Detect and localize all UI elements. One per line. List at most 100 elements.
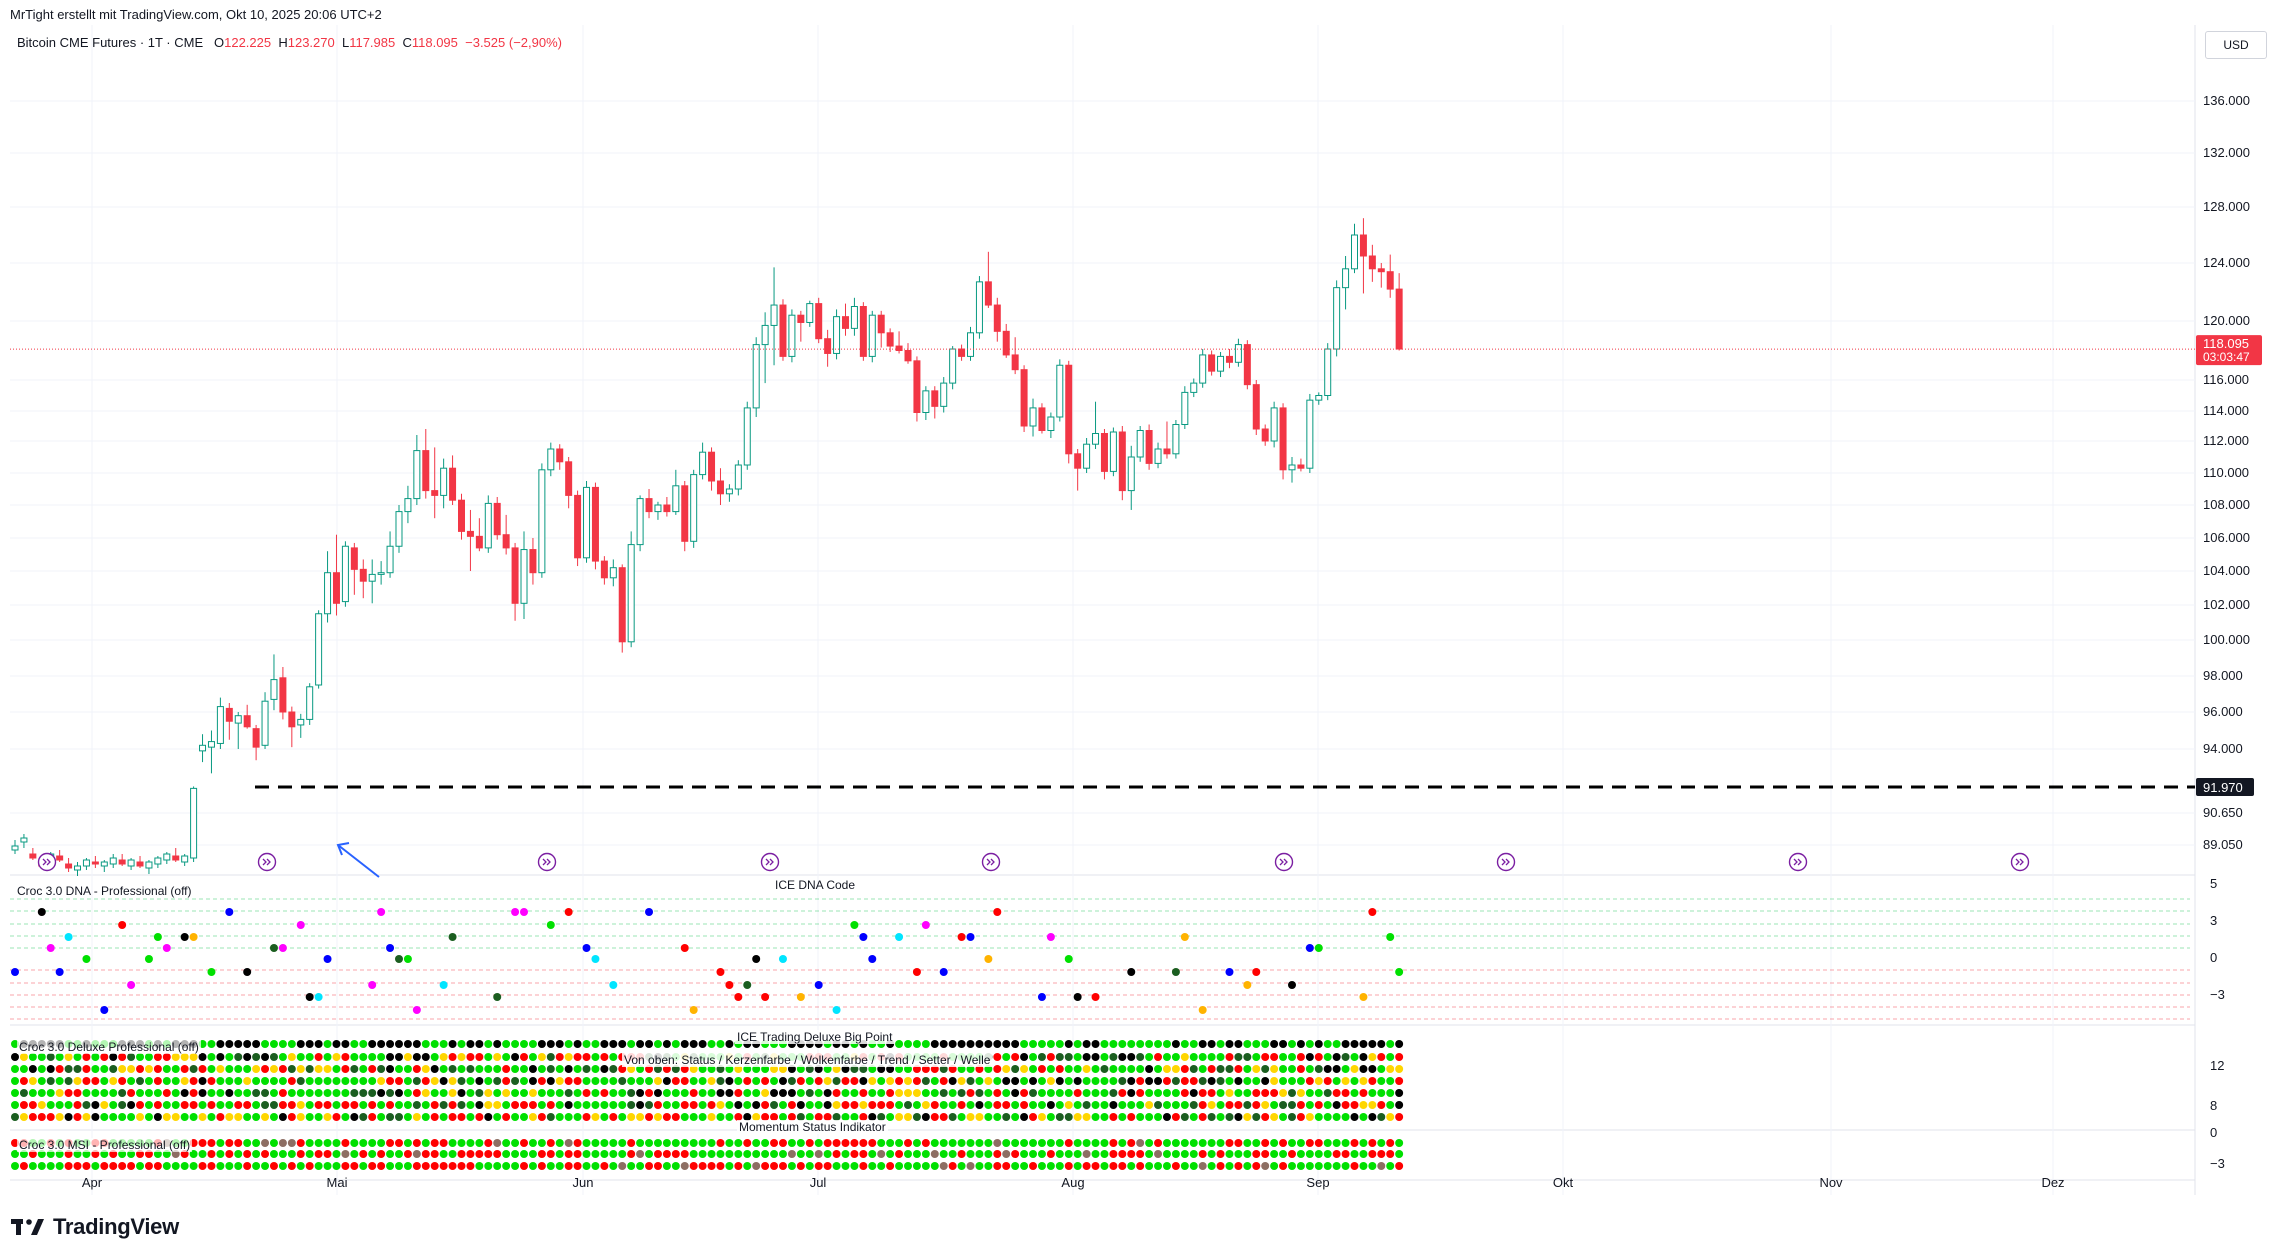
- dna-dot: [314, 993, 323, 1001]
- big-point-dot: [341, 1053, 350, 1061]
- big-point-dot: [1011, 1113, 1020, 1121]
- dna-dot: [305, 993, 314, 1001]
- big-point-dot: [761, 1077, 770, 1085]
- big-point-dot: [1368, 1101, 1377, 1109]
- big-point-dot: [11, 1053, 19, 1061]
- big-point-dot: [1279, 1040, 1288, 1048]
- msi-dot: [984, 1139, 993, 1147]
- tradingview-logo[interactable]: TradingView: [11, 1214, 179, 1240]
- msi-dot: [734, 1139, 743, 1147]
- big-point-dot: [662, 1065, 671, 1073]
- big-point-dot: [55, 1101, 64, 1109]
- big-point-dot: [448, 1113, 457, 1121]
- msi-dot: [1180, 1139, 1189, 1147]
- big-point-dot: [904, 1077, 912, 1085]
- dna-dot: [1198, 1006, 1207, 1014]
- candle: [252, 724, 260, 761]
- big-point-dot: [1332, 1113, 1341, 1121]
- candle: [270, 654, 278, 711]
- big-point-dot: [269, 1040, 278, 1048]
- big-point-dot: [1359, 1040, 1368, 1048]
- big-point-dot: [1332, 1053, 1341, 1061]
- big-point-dot: [55, 1053, 64, 1061]
- big-point-dot: [144, 1101, 153, 1109]
- big-point-dot: [198, 1053, 207, 1061]
- big-point-dot: [1296, 1077, 1305, 1085]
- big-point-dot: [546, 1053, 555, 1061]
- session-marker-icon: [981, 852, 1001, 872]
- session-marker-glyph: [262, 858, 271, 866]
- candle: [716, 468, 724, 505]
- msi-dot: [814, 1139, 823, 1147]
- candle: [1243, 340, 1251, 390]
- big-point-dot: [1216, 1053, 1225, 1061]
- currency-button[interactable]: USD: [2205, 31, 2267, 59]
- big-point-dot: [1279, 1053, 1288, 1061]
- session-marker-ring: [1496, 852, 1516, 872]
- candle: [1145, 424, 1153, 470]
- support-level-value: 91.970: [2203, 780, 2243, 795]
- big-point-dot: [1287, 1089, 1296, 1097]
- session-marker-ring: [981, 852, 1001, 872]
- big-point-dot: [1287, 1077, 1296, 1085]
- big-point-dot: [305, 1101, 314, 1109]
- candle: [127, 858, 135, 870]
- msi-dot: [528, 1139, 537, 1147]
- msi-dot: [814, 1150, 823, 1158]
- big-point-dot: [868, 1077, 877, 1085]
- candle-body: [413, 450, 421, 500]
- msi-dot: [841, 1139, 850, 1147]
- candle: [324, 551, 332, 623]
- big-point-dot: [350, 1089, 359, 1097]
- big-point-dot: [100, 1089, 109, 1097]
- big-point-dot: [225, 1113, 234, 1121]
- msi-dot: [707, 1162, 716, 1170]
- big-point-dot: [725, 1077, 734, 1085]
- msi-dot: [582, 1150, 591, 1158]
- dna-dot: [520, 908, 529, 916]
- candle-body: [574, 494, 582, 559]
- msi-dot: [1377, 1150, 1386, 1158]
- big-point-dot: [1046, 1113, 1055, 1121]
- tradingview-logo-icon: [11, 1219, 44, 1235]
- big-point-dot: [993, 1101, 1002, 1109]
- msi-dot: [734, 1162, 743, 1170]
- candle: [458, 493, 465, 540]
- big-point-dot: [716, 1040, 725, 1048]
- msi-dot: [653, 1150, 662, 1158]
- big-point-dot: [653, 1040, 662, 1048]
- msi-dot: [46, 1150, 55, 1158]
- open-value: 122.225: [224, 35, 272, 50]
- dna-center-title: ICE DNA Code: [775, 878, 856, 892]
- session-marker-glyph: [542, 858, 551, 866]
- big-point-dot: [207, 1065, 216, 1073]
- big-point-dot: [1341, 1065, 1350, 1073]
- big-point-dot: [1243, 1065, 1252, 1073]
- big-point-dot: [1082, 1053, 1091, 1061]
- big-point-dot: [921, 1065, 930, 1073]
- msi-dot: [216, 1139, 225, 1147]
- big-point-dot: [1332, 1101, 1341, 1109]
- big-point-dot: [1261, 1065, 1270, 1073]
- big-point-dot: [1029, 1113, 1038, 1121]
- big-point-dot: [136, 1101, 145, 1109]
- candle-body: [1297, 464, 1305, 469]
- msi-dot: [1002, 1162, 1011, 1170]
- big-point-dot: [350, 1040, 359, 1048]
- big-point-dot: [814, 1089, 823, 1097]
- big-point-dot: [261, 1113, 270, 1121]
- msi-dot: [359, 1162, 368, 1170]
- annotation-arrow-head: [336, 842, 350, 856]
- msi-dot: [1082, 1162, 1091, 1170]
- candle-body: [681, 485, 689, 542]
- close-value: 118.095: [411, 35, 458, 50]
- msi-dot: [930, 1139, 939, 1147]
- big-point-dot: [725, 1065, 734, 1073]
- big-point-dot: [850, 1065, 859, 1073]
- candle-body: [511, 547, 519, 604]
- msi-dot: [966, 1150, 975, 1158]
- big-point-dot: [511, 1077, 520, 1085]
- big-point-dot: [430, 1113, 439, 1121]
- candle: [770, 267, 778, 366]
